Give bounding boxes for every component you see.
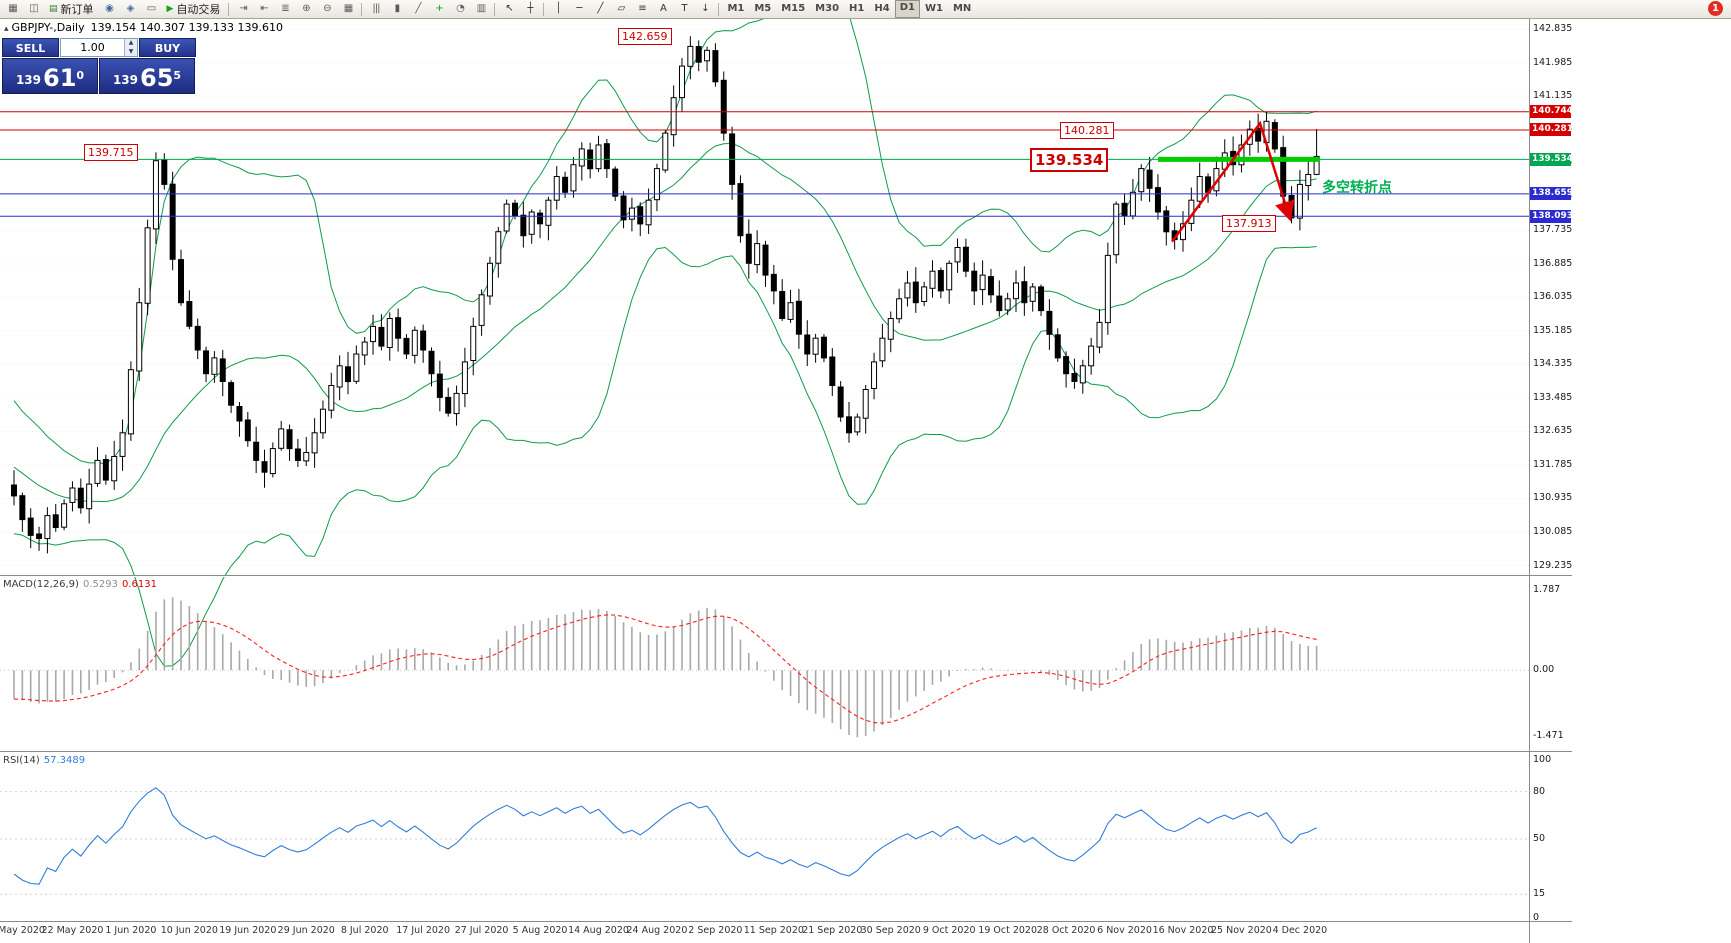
volume-input[interactable]: 1.00 ▲ ▼ — [60, 38, 138, 57]
channel-icon[interactable]: ▱ — [617, 3, 626, 14]
rsi-name: RSI(14) — [3, 755, 40, 766]
volume-spinner: ▲ ▼ — [124, 39, 137, 56]
label-icon[interactable]: T — [681, 3, 687, 14]
fibonacci-icon[interactable]: ≡ — [638, 3, 646, 14]
buy-price-figure: 139 — [112, 73, 138, 87]
templates-icon[interactable]: ▥ — [476, 3, 486, 14]
indicators-icon[interactable]: + — [435, 3, 443, 14]
trendline-icon[interactable]: ╱ — [597, 3, 603, 14]
buy-button[interactable]: BUY — [139, 38, 196, 57]
timeframe-m1[interactable]: M1 — [727, 3, 745, 14]
timeframe-mn[interactable]: MN — [952, 3, 972, 14]
chart-shift-icon[interactable]: ⇤ — [260, 3, 268, 14]
zoom-in-icon[interactable]: ⊕ — [302, 3, 310, 14]
horizontal-line-icon[interactable]: ─ — [576, 3, 582, 14]
collapse-trade-panel-icon[interactable]: ▴ — [4, 24, 9, 34]
timeframe-w1[interactable]: W1 — [924, 3, 943, 14]
zoom-out-icon[interactable]: ⊖ — [323, 3, 331, 14]
tile-windows-icon[interactable]: ▦ — [343, 3, 353, 14]
macd-indicator-label: MACD(12,26,9) 0.5293 0.6131 — [3, 579, 157, 590]
candlestick-style-icon[interactable]: ▮ — [394, 3, 401, 14]
sell-button[interactable]: SELL — [2, 38, 59, 57]
toolbar-separator — [543, 2, 545, 16]
buy-price-display[interactable]: 139 65 5 — [99, 58, 195, 94]
toolbar-separator — [228, 2, 230, 16]
arrows-icon[interactable]: ↓ — [701, 3, 709, 14]
macd-main-value: 0.5293 — [82, 579, 118, 590]
macd-name: MACD(12,26,9) — [3, 579, 79, 590]
autotrading-label: 自动交易 — [176, 3, 221, 16]
timeframe-d1[interactable]: D1 — [894, 0, 920, 18]
vertical-line-icon[interactable]: │ — [555, 3, 561, 14]
crosshair-icon[interactable]: ┼ — [527, 3, 533, 14]
new-order-button[interactable]: ▤ 新订单 — [44, 1, 99, 17]
new-order-icon: ▤ — [49, 4, 58, 14]
sell-price-display[interactable]: 139 61 0 — [2, 58, 98, 94]
symbol-ohlc-line: ▴ GBPJPY-,Daily 139.154 140.307 139.133 13… — [4, 21, 283, 34]
market-watch-icon[interactable]: ◉ — [105, 3, 114, 14]
text-icon[interactable]: A — [660, 3, 667, 14]
sell-price-pips: 61 — [43, 64, 77, 92]
notification-badge[interactable]: 1 — [1708, 1, 1723, 16]
one-click-trading-panel: SELL 1.00 ▲ ▼ BUY 139 61 0 139 65 5 — [2, 38, 196, 94]
timeframe-h4[interactable]: H4 — [874, 3, 890, 14]
profiles-icon[interactable]: ◫ — [29, 3, 38, 14]
chart-symbol-period: GBPJPY-,Daily — [11, 21, 85, 34]
new-chart-icon[interactable]: ▦ — [8, 3, 17, 14]
sell-price-point: 0 — [76, 69, 85, 82]
buy-price-point: 5 — [173, 69, 182, 82]
autoscroll-icon[interactable]: ⇥ — [239, 3, 247, 14]
volume-down-button[interactable]: ▼ — [125, 47, 137, 56]
toolbar-separator — [494, 2, 496, 16]
autotrading-icon: ▶ — [166, 4, 174, 14]
objects-list-icon[interactable]: ≣ — [281, 3, 289, 14]
macd-signal-value: 0.6131 — [121, 579, 157, 590]
navigator-icon[interactable]: ◈ — [126, 3, 135, 14]
volume-value[interactable]: 1.00 — [80, 41, 105, 54]
new-order-label: 新订单 — [60, 3, 94, 16]
rsi-value: 57.3489 — [43, 755, 86, 766]
volume-up-button[interactable]: ▲ — [125, 39, 137, 48]
sell-price-figure: 139 — [15, 73, 41, 87]
timeframe-h1[interactable]: H1 — [849, 3, 865, 14]
timeframe-m5[interactable]: M5 — [754, 3, 772, 14]
cursor-icon[interactable]: ↖ — [505, 3, 513, 14]
toolbar-separator — [361, 2, 363, 16]
toolbar-separator — [718, 2, 720, 16]
rsi-indicator-label: RSI(14) 57.3489 — [3, 755, 85, 766]
line-chart-style-icon[interactable]: ╱ — [415, 3, 421, 14]
ohlc-values: 139.154 140.307 139.133 139.610 — [90, 21, 284, 34]
autotrading-button[interactable]: ▶ 自动交易 — [162, 1, 226, 17]
buy-price-pips: 65 — [140, 64, 174, 92]
periods-icon[interactable]: ◔ — [456, 3, 465, 14]
toolbar: ▦ ◫ ▤ 新订单 ◉ ◈ ▭ ▶ 自动交易 ⇥ ⇤ ≣ ⊕ ⊖ ▦ ||| ▮ ╱ + ◔ ▥ ↖ ┼ │ ─ ╱ ▱ ≡ A T ↓ M1… — [0, 0, 1731, 19]
bar-chart-style-icon[interactable]: ||| — [372, 3, 380, 14]
terminal-icon[interactable]: ▭ — [146, 3, 156, 14]
timeframe-m30[interactable]: M30 — [815, 3, 840, 14]
timeframe-m15[interactable]: M15 — [781, 3, 806, 14]
